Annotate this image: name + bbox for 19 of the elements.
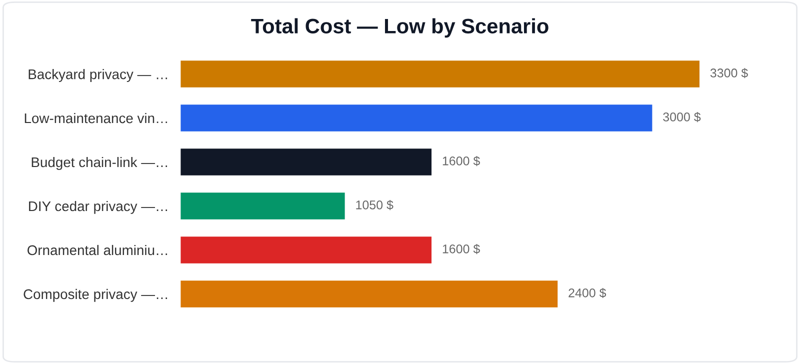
bar bbox=[180, 147, 433, 177]
data-label: 3300 $ bbox=[710, 68, 748, 78]
y-tick-label: Budget chain-link —… bbox=[32, 156, 168, 170]
data-label: 3000 $ bbox=[663, 112, 701, 122]
bar bbox=[180, 279, 560, 309]
data-label: 1600 $ bbox=[442, 244, 480, 254]
bar bbox=[180, 59, 701, 89]
data-label: 2400 $ bbox=[568, 288, 606, 298]
y-tick-label: Backyard privacy — … bbox=[28, 69, 168, 82]
data-label: 1600 $ bbox=[442, 156, 480, 166]
y-tick-label: DIY cedar privacy —… bbox=[29, 200, 168, 214]
y-tick-label: Low-maintenance vin… bbox=[24, 112, 168, 124]
chart-title: Total Cost — Low by Scenario bbox=[251, 18, 548, 38]
y-tick-label: Composite privacy —… bbox=[24, 288, 168, 302]
y-tick-label: Ornamental aluminiu… bbox=[28, 244, 168, 256]
bar bbox=[180, 191, 346, 221]
data-label: 1050 $ bbox=[356, 200, 394, 210]
bar bbox=[180, 103, 654, 133]
bar bbox=[180, 235, 433, 265]
